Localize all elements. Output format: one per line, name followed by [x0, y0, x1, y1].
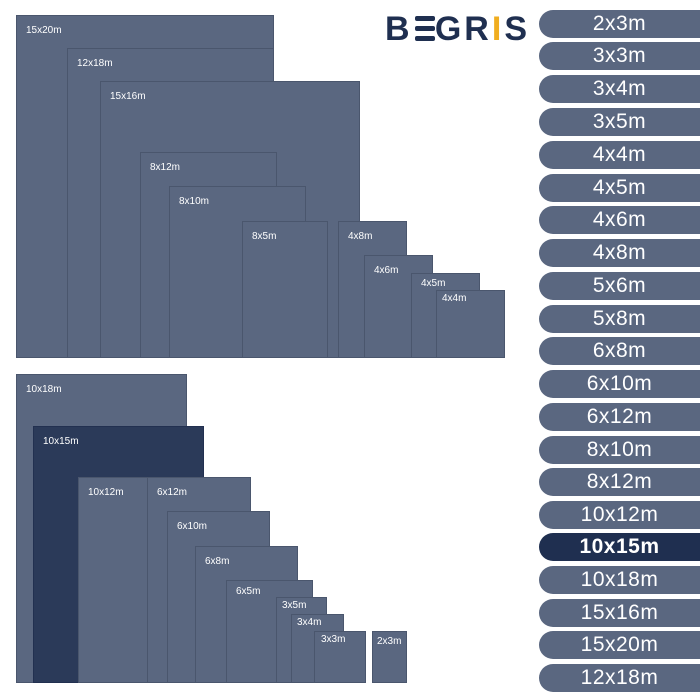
size-option-label: 10x18m: [580, 568, 659, 591]
size-option-label: 10x15m: [579, 535, 660, 558]
size-option[interactable]: 3x3m: [539, 42, 700, 70]
size-option[interactable]: 4x6m: [539, 206, 700, 234]
logo-letter-b: B: [385, 9, 413, 48]
size-option-label: 6x10m: [586, 372, 653, 395]
size-option-label: 10x12m: [580, 503, 659, 526]
logo-e-mark-icon: [414, 16, 435, 42]
tarp-4x4: 4x4m: [436, 290, 505, 358]
size-option[interactable]: 5x8m: [539, 305, 700, 333]
size-option[interactable]: 3x5m: [539, 108, 700, 136]
size-option-label: 6x12m: [586, 405, 653, 428]
tarp-label: 6x10m: [177, 521, 208, 532]
size-option[interactable]: 3x4m: [539, 75, 700, 103]
tarp-label: 4x6m: [374, 265, 399, 276]
tarp-label: 6x8m: [205, 556, 230, 567]
size-option[interactable]: 8x10m: [539, 436, 700, 464]
tarp-label: 12x18m: [77, 58, 113, 69]
tarp-label: 10x12m: [88, 487, 124, 498]
size-option[interactable]: 10x12m: [539, 501, 700, 529]
size-option-label: 15x16m: [580, 601, 659, 624]
logo-letters-gr: GR: [434, 9, 492, 48]
tarp-label: 3x5m: [282, 600, 307, 611]
size-option[interactable]: 6x8m: [539, 337, 700, 365]
size-option[interactable]: 4x4m: [539, 141, 700, 169]
brand-logo: B GR I S: [385, 10, 530, 48]
size-option-label: 4x8m: [592, 241, 647, 264]
size-option-label: 3x3m: [592, 44, 647, 67]
size-option[interactable]: 12x18m: [539, 664, 700, 692]
size-option[interactable]: 15x20m: [539, 631, 700, 659]
size-option-label: 6x8m: [592, 339, 647, 362]
size-option[interactable]: 4x8m: [539, 239, 700, 267]
size-option[interactable]: 8x12m: [539, 468, 700, 496]
size-option-label: 8x10m: [586, 438, 653, 461]
tarp-8x5: 8x5m: [242, 221, 328, 358]
size-option[interactable]: 6x12m: [539, 403, 700, 431]
tarp-label: 8x5m: [252, 231, 277, 242]
size-option-label: 4x5m: [592, 176, 647, 199]
size-option-label: 5x8m: [592, 307, 647, 330]
size-option[interactable]: 5x6m: [539, 272, 700, 300]
size-option-selected[interactable]: 10x15m: [539, 533, 700, 561]
tarp-label: 4x8m: [348, 231, 373, 242]
size-option[interactable]: 15x16m: [539, 599, 700, 627]
tarp-label: 10x18m: [26, 384, 62, 395]
size-list: 2x3m 3x3m 3x4m 3x5m 4x4m 4x5m 4x6m 4x8m …: [539, 0, 700, 700]
size-option-label: 8x12m: [586, 470, 653, 493]
tarp-2x3: 2x3m: [372, 631, 407, 683]
tarp-label: 6x5m: [236, 586, 261, 597]
logo-letter-s: S: [504, 9, 530, 48]
tarp-label: 8x10m: [179, 196, 210, 207]
tarp-label: 3x3m: [321, 634, 346, 645]
tarp-label: 10x15m: [43, 436, 79, 447]
size-option-label: 5x6m: [592, 274, 647, 297]
size-option-label: 12x18m: [580, 666, 659, 689]
tarp-label: 4x4m: [442, 293, 467, 304]
size-option-label: 3x4m: [592, 77, 647, 100]
size-option[interactable]: 2x3m: [539, 10, 700, 38]
size-option-label: 4x4m: [592, 143, 647, 166]
tarp-3x3: 3x3m: [314, 631, 366, 683]
logo-letter-i: I: [491, 9, 505, 48]
tarp-label: 4x5m: [421, 278, 446, 289]
tarp-label: 8x12m: [150, 162, 181, 173]
size-option-label: 15x20m: [580, 633, 659, 656]
tarp-label: 2x3m: [377, 636, 402, 647]
size-option-label: 3x5m: [592, 110, 647, 133]
size-option-label: 2x3m: [592, 12, 647, 35]
size-option[interactable]: 4x5m: [539, 174, 700, 202]
tarp-label: 6x12m: [157, 487, 188, 498]
tarp-label: 3x4m: [297, 617, 322, 628]
tarp-label: 15x16m: [110, 91, 146, 102]
size-option[interactable]: 6x10m: [539, 370, 700, 398]
size-option[interactable]: 10x18m: [539, 566, 700, 594]
size-option-label: 4x6m: [592, 208, 647, 231]
tarp-label: 15x20m: [26, 25, 62, 36]
